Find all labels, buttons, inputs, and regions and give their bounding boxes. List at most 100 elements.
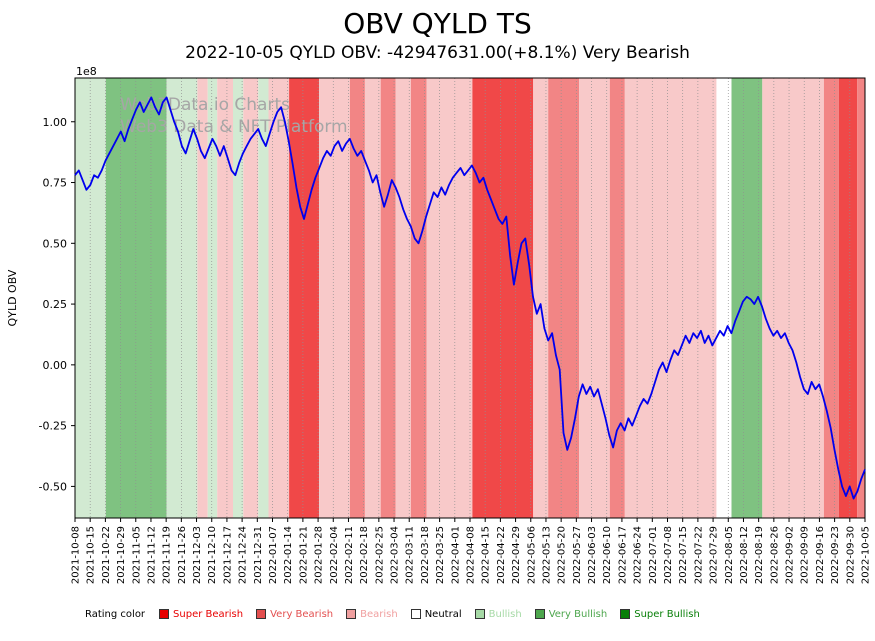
watermark-line2: Web3 Data & NFT Platform <box>120 117 348 137</box>
x-tick-label: 2021-11-05 <box>131 526 142 584</box>
rating-swatch-icon <box>346 609 357 620</box>
legend-item-label: Very Bullish <box>548 608 608 620</box>
x-tick-label: 2021-12-03 <box>192 526 203 584</box>
rating-band <box>579 77 610 518</box>
x-tick-label: 2022-07-22 <box>693 526 704 584</box>
obv-line-series <box>74 96 866 500</box>
legend-title: Rating color <box>85 608 146 620</box>
legend-item-label: Very Bearish <box>270 608 334 620</box>
rating-legend: Rating color Super Bearish Very Bearish Be… <box>0 609 875 620</box>
legend-item: Bullish <box>474 608 522 620</box>
x-tick-label: 2021-12-10 <box>207 526 218 584</box>
rating-band <box>624 77 717 518</box>
watermark-line1: Web3Data.io Charts <box>120 95 290 115</box>
rating-band <box>197 77 208 518</box>
x-tick-label: 2022-07-29 <box>709 526 720 584</box>
x-tick-label: 2021-10-22 <box>101 526 112 584</box>
x-tick-label: 2022-04-15 <box>481 526 492 584</box>
x-tick-label: 2022-05-13 <box>541 526 552 584</box>
rating-band <box>258 77 269 518</box>
rating-band <box>364 77 381 518</box>
x-tick-label: 2022-06-03 <box>587 526 598 584</box>
y-tick-label: 0.00 <box>43 359 68 372</box>
rating-swatch-icon <box>474 609 485 620</box>
rating-band <box>410 77 427 518</box>
x-tick-label: 2021-12-24 <box>238 526 249 584</box>
rating-band <box>426 77 473 518</box>
x-tick-label: 2022-06-17 <box>617 526 628 584</box>
x-tick-label: 2022-04-29 <box>511 526 522 584</box>
x-tick-label: 2022-08-26 <box>769 526 780 584</box>
x-tick-label: 2022-06-10 <box>602 526 613 584</box>
x-tick-label: 2022-07-08 <box>663 526 674 584</box>
rating-band <box>289 77 320 518</box>
rating-swatch-icon <box>159 609 170 620</box>
rating-band <box>716 77 732 518</box>
x-tick-label: 2021-11-26 <box>177 526 188 584</box>
x-tick-label: 2022-07-15 <box>678 526 689 584</box>
x-tick-label: 2022-09-09 <box>800 526 811 584</box>
x-tick-label: 2021-10-15 <box>86 526 97 584</box>
x-tick-label: 2022-03-25 <box>435 526 446 584</box>
x-tick-label: 2022-06-24 <box>633 526 644 584</box>
x-tick-label: 2022-05-06 <box>526 526 537 584</box>
rating-swatch-icon <box>256 609 267 620</box>
rating-band <box>472 77 534 518</box>
x-tick-label: 2021-12-31 <box>253 526 264 584</box>
y-offset-label: 1e8 <box>76 65 97 78</box>
x-tick-label: 2022-08-19 <box>754 526 765 584</box>
rating-band <box>395 77 411 518</box>
x-tick-label: 2022-02-25 <box>374 526 385 584</box>
x-tick-label: 2022-08-12 <box>739 526 750 584</box>
x-tick-label: 2021-11-19 <box>162 526 173 584</box>
x-tick-label: 2022-02-11 <box>344 526 355 584</box>
legend-item-label: Super Bullish <box>634 608 700 620</box>
legend-item-label: Bullish <box>488 608 522 620</box>
rating-band <box>838 77 858 518</box>
legend-items: Super Bearish Very Bearish Bearish Neutral B… <box>159 609 700 620</box>
rating-band <box>319 77 350 518</box>
rating-band <box>166 77 198 518</box>
chart-title: OBV QYLD TS <box>343 7 532 40</box>
y-tick-label: -0.25 <box>39 419 67 432</box>
rating-band <box>380 77 396 518</box>
x-tick-label: 2022-01-07 <box>268 526 279 584</box>
x-tick-label: 2022-03-11 <box>405 526 416 584</box>
rating-band <box>349 77 365 518</box>
legend-item: Neutral <box>410 609 462 620</box>
rating-band <box>609 77 625 518</box>
x-tick-label: 2022-04-01 <box>450 526 461 584</box>
y-tick-label: 0.75 <box>43 176 68 189</box>
x-tick-label: 2022-02-18 <box>359 526 370 584</box>
plot-frame <box>74 77 866 519</box>
rating-band <box>857 77 865 518</box>
legend-item: Bearish <box>346 609 398 620</box>
x-tick-label: 2022-09-02 <box>785 526 796 584</box>
x-tick-label: 2022-09-16 <box>815 526 826 584</box>
x-tick-label: 2022-05-27 <box>572 526 583 584</box>
x-tick-label: 2022-01-21 <box>298 526 309 584</box>
legend-item: Very Bearish <box>256 609 333 620</box>
chart-subtitle: 2022-10-05 QYLD OBV: -42947631.00(+8.1%)… <box>185 43 690 64</box>
x-tick-label: 2021-10-08 <box>71 526 82 584</box>
rating-swatch-icon <box>620 609 631 620</box>
rating-swatch-icon <box>534 609 545 620</box>
x-tick-label: 2022-03-18 <box>420 526 431 584</box>
x-tick-label: 2022-09-23 <box>830 526 841 584</box>
obv-line-chart: 2021-10-08 2021-10-15 2021-10-22 2021-10-29… <box>6 65 872 584</box>
x-tick-label: 2022-04-22 <box>496 526 507 584</box>
rating-swatch-icon <box>410 609 421 620</box>
rating-band <box>105 77 167 518</box>
legend-item: Very Bullish <box>534 608 608 620</box>
x-tick-label: 2021-10-29 <box>116 526 127 584</box>
rating-band <box>762 77 824 518</box>
x-tick-label: 2022-01-28 <box>314 526 325 584</box>
y-tick-label: 1.00 <box>43 116 68 129</box>
x-tick-label: 2021-11-12 <box>146 526 157 584</box>
legend-item: Super Bullish <box>620 609 700 620</box>
x-tick-label: 2022-08-05 <box>724 526 735 584</box>
legend-item: Super Bearish <box>159 609 243 620</box>
rating-band <box>217 77 233 518</box>
y-tick-label: 0.25 <box>43 298 68 311</box>
